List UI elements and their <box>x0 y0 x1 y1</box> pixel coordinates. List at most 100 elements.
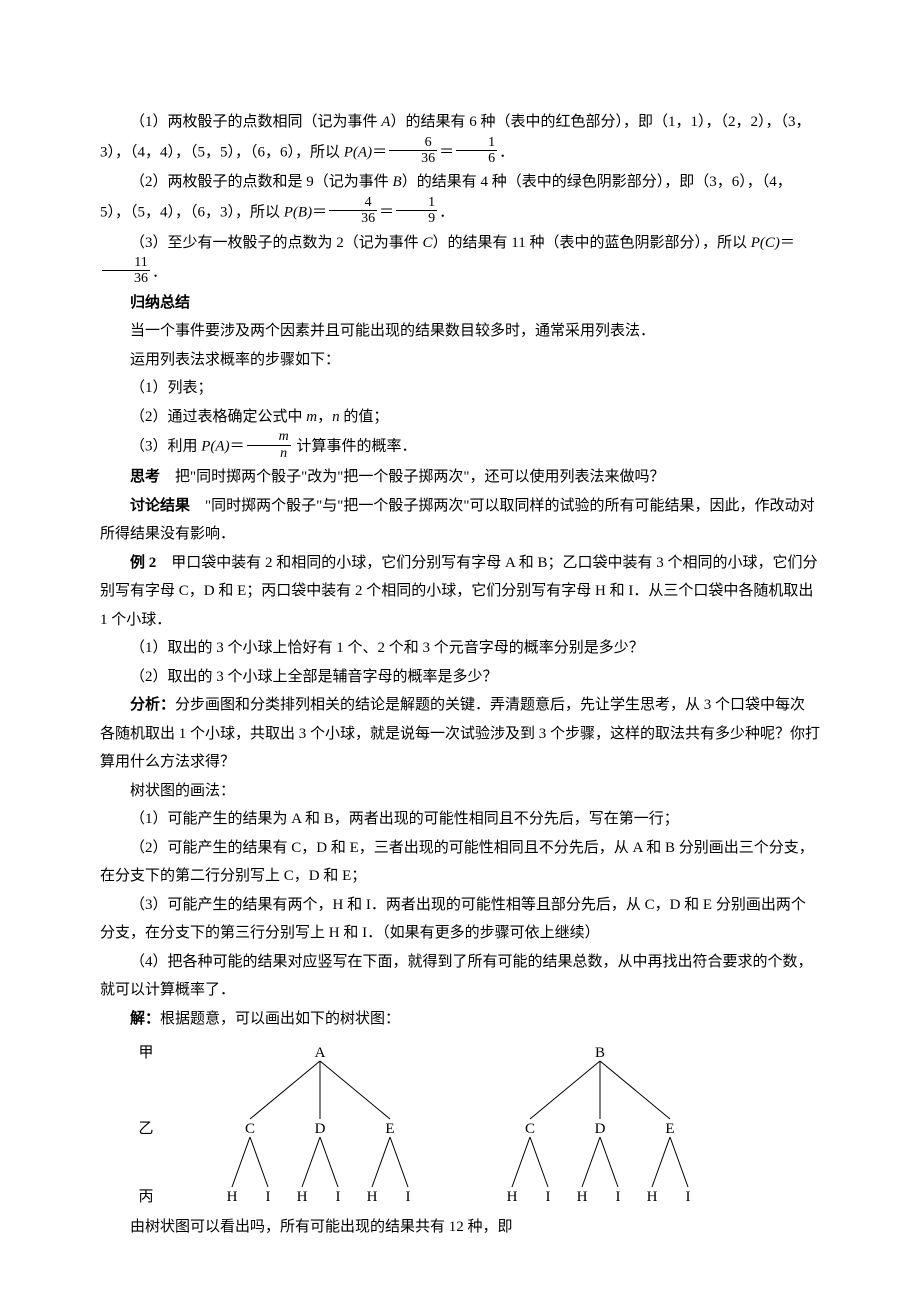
example-q2: （2）取出的 3 个小球上全部是辅音字母的概率是多少？ <box>100 663 820 692</box>
tree-step-3: （3）可能产生的结果有两个，H 和 I．两者出现的可能性相等且部分先后，从 C，… <box>100 891 820 948</box>
numerator: 11 <box>102 255 150 271</box>
denominator: 36 <box>329 211 377 226</box>
text: （3）至少有一枚骰子的点数为 2（记为事件 <box>130 235 423 251</box>
svg-text:H: H <box>577 1189 588 1205</box>
text: 计算事件的概率． <box>293 439 417 455</box>
text: （1）两枚骰子的点数相同（记为事件 <box>130 114 381 130</box>
svg-text:D: D <box>595 1121 606 1137</box>
svg-text:I: I <box>616 1189 621 1205</box>
para-1: （1）两枚骰子的点数相同（记为事件 A）的结果有 6 种（表中的红色部分），即（… <box>100 108 820 168</box>
svg-text:E: E <box>385 1121 394 1137</box>
var-C: C <box>423 235 433 251</box>
numerator: 4 <box>329 195 377 211</box>
summary-2: 运用列表法求概率的步骤如下： <box>100 346 820 375</box>
svg-text:E: E <box>665 1121 674 1137</box>
prob-A: P(A) <box>201 439 229 455</box>
svg-text:H: H <box>367 1189 378 1205</box>
eq: ＝ <box>379 204 394 220</box>
svg-text:乙: 乙 <box>138 1121 153 1137</box>
numerator: m <box>247 429 291 445</box>
example-text: 甲口袋中装有 2 和相同的小球，它们分别写有字母 A 和 B；乙口袋中装有 3 … <box>100 555 818 628</box>
denominator: n <box>247 446 291 461</box>
heading-summary: 归纳总结 <box>100 289 820 318</box>
svg-text:I: I <box>686 1189 691 1205</box>
solution-para: 解：根据题意，可以画出如下的树状图： <box>100 1005 820 1034</box>
text: （2）两枚骰子的点数和是 9（记为事件 <box>130 174 393 190</box>
para-2: （2）两枚骰子的点数和是 9（记为事件 B）的结果有 4 种（表中的绿色阴影部分… <box>100 168 820 228</box>
svg-text:I: I <box>546 1189 551 1205</box>
example-2: 例 2 甲口袋中装有 2 和相同的小球，它们分别写有字母 A 和 B；乙口袋中装… <box>100 549 820 635</box>
svg-text:I: I <box>406 1189 411 1205</box>
text: ）的结果有 11 种（表中的蓝色阴影部分），所以 <box>433 235 751 251</box>
svg-text:D: D <box>315 1121 326 1137</box>
tree-step-1: （1）可能产生的结果为 A 和 B，两者出现的可能性相同且不分先后，写在第一行； <box>100 805 820 834</box>
para-3: （3）至少有一枚骰子的点数为 2（记为事件 C）的结果有 11 种（表中的蓝色阴… <box>100 229 820 289</box>
fraction: 636 <box>389 135 437 167</box>
numerator: 1 <box>396 195 437 211</box>
svg-text:丙: 丙 <box>138 1189 153 1205</box>
svg-text:C: C <box>245 1121 255 1137</box>
tree-step-4: （4）把各种可能的结果对应竖写在下面，就得到了所有可能的结果总数，从中再找出符合… <box>100 948 820 1005</box>
var-B: B <box>393 174 402 190</box>
fraction: 436 <box>329 195 377 227</box>
summary-1: 当一个事件要涉及两个因素并且可能出现的结果数目较多时，通常采用列表法． <box>100 317 820 346</box>
var-m: m <box>306 409 317 425</box>
eq: ＝ <box>439 144 454 160</box>
fraction: mn <box>247 429 291 461</box>
tree-step-2: （2）可能产生的结果有 C，D 和 E，三者出现的可能性相同且不分先后，从 A … <box>100 834 820 891</box>
step-1: （1）列表； <box>100 374 820 403</box>
eq: ＝ <box>312 204 327 220</box>
svg-text:甲: 甲 <box>138 1045 153 1061</box>
think-text: 把"同时掷两个骰子"改为"把一个骰子掷两次"，还可以使用列表法来做吗？ <box>160 469 665 485</box>
discussion-label: 讨论结果 <box>130 498 190 514</box>
eq: ＝ <box>372 144 387 160</box>
eq: ＝ <box>780 235 795 251</box>
prob-A: P(A) <box>344 144 372 160</box>
svg-text:H: H <box>227 1189 238 1205</box>
svg-text:B: B <box>595 1045 605 1061</box>
step-2: （2）通过表格确定公式中 m，n 的值； <box>100 403 820 432</box>
denominator: 36 <box>102 271 150 286</box>
numerator: 1 <box>456 135 497 151</box>
step-3: （3）利用 P(A)＝mn 计算事件的概率． <box>100 431 820 463</box>
svg-text:A: A <box>315 1045 326 1061</box>
conclusion: 由树状图可以看出吗，所有可能出现的结果共有 12 种，即 <box>100 1213 820 1242</box>
fraction: 1136 <box>102 255 150 287</box>
analysis-para: 分析：分步画图和分类排列相关的结论是解题的关键．弄清题意后，先让学生思考，从 3… <box>100 691 820 777</box>
svg-text:C: C <box>525 1121 535 1137</box>
period: ． <box>439 204 454 220</box>
text: 的值； <box>340 409 389 425</box>
var-n: n <box>332 409 340 425</box>
svg-text:I: I <box>266 1189 271 1205</box>
svg-text:H: H <box>507 1189 518 1205</box>
solution-text: 根据题意，可以画出如下的树状图： <box>160 1011 400 1027</box>
think-label: 思考 <box>130 469 160 485</box>
solution-label: 解： <box>130 1011 160 1027</box>
tree-intro: 树状图的画法： <box>100 777 820 806</box>
discussion-text: "同时掷两个骰子"与"把一个骰子掷两次"可以取同样的试验的所有可能结果，因此，作… <box>100 498 815 543</box>
fraction: 19 <box>396 195 437 227</box>
analysis-text: 分步画图和分类排列相关的结论是解题的关键．弄清题意后，先让学生思考，从 3 个口… <box>100 697 820 770</box>
svg-text:H: H <box>297 1189 308 1205</box>
period: ． <box>152 264 167 280</box>
svg-text:H: H <box>647 1189 658 1205</box>
prob-B: P(B) <box>284 204 312 220</box>
tree-diagram-container: 甲乙丙 A B C D E C D E H I H I H I H I H I H I <box>100 1033 820 1213</box>
svg-text:I: I <box>336 1189 341 1205</box>
prob-C: P(C) <box>751 235 780 251</box>
tree-diagram: 甲乙丙 A B C D E C D E H I H I H I H I H I H I <box>130 1033 770 1213</box>
eq: ＝ <box>230 439 245 455</box>
period: ． <box>499 144 514 160</box>
example-q1: （1）取出的 3 个小球上恰好有 1 个、2 个和 3 个元音字母的概率分别是多… <box>100 634 820 663</box>
text: （2）通过表格确定公式中 <box>130 409 306 425</box>
fraction: 16 <box>456 135 497 167</box>
discussion-para: 讨论结果 "同时掷两个骰子"与"把一个骰子掷两次"可以取同样的试验的所有可能结果… <box>100 492 820 549</box>
numerator: 6 <box>389 135 437 151</box>
denominator: 36 <box>389 151 437 166</box>
denominator: 9 <box>396 211 437 226</box>
analysis-label: 分析： <box>130 697 175 713</box>
example-label: 例 2 <box>130 555 156 571</box>
think-para: 思考 把"同时掷两个骰子"改为"把一个骰子掷两次"，还可以使用列表法来做吗？ <box>100 463 820 492</box>
denominator: 6 <box>456 151 497 166</box>
heading-text: 归纳总结 <box>130 295 190 311</box>
